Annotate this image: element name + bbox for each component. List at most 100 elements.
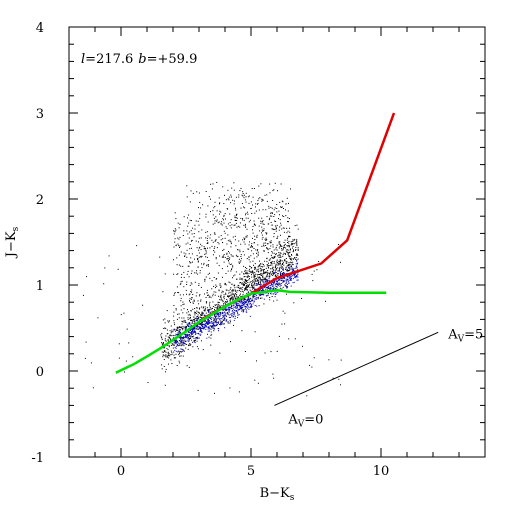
star-point xyxy=(163,347,165,349)
star-point xyxy=(164,355,166,357)
dense-star-point xyxy=(203,328,205,330)
star-point xyxy=(190,262,192,264)
dense-star-point xyxy=(182,338,184,340)
star-point xyxy=(259,277,261,278)
star-point xyxy=(188,253,190,255)
star-point xyxy=(204,319,206,321)
star-point xyxy=(175,329,177,331)
dense-star-point xyxy=(230,313,232,315)
star-point xyxy=(257,279,259,281)
dense-star-point xyxy=(289,276,291,278)
star-point xyxy=(228,252,230,254)
star-point xyxy=(279,226,281,228)
dense-star-point xyxy=(278,279,280,281)
dense-star-point xyxy=(222,316,224,318)
star-point xyxy=(201,324,203,326)
dense-star-point xyxy=(223,316,225,318)
dense-star-point xyxy=(224,318,226,320)
star-point xyxy=(179,351,181,353)
star-point xyxy=(226,289,228,291)
dense-star-point xyxy=(291,270,293,272)
star-point xyxy=(172,331,174,333)
star-point xyxy=(236,220,238,221)
star-point xyxy=(271,224,273,226)
star-point xyxy=(245,212,247,214)
star-point xyxy=(254,331,256,333)
dense-star-point xyxy=(286,270,288,272)
star-point xyxy=(302,345,303,347)
star-point xyxy=(257,298,259,300)
star-point xyxy=(182,338,184,340)
star-point xyxy=(177,292,179,293)
star-point xyxy=(257,254,259,256)
dense-star-point xyxy=(186,337,188,339)
dense-star-point xyxy=(244,303,246,305)
star-point xyxy=(222,238,224,240)
star-point xyxy=(268,259,270,261)
star-point xyxy=(209,308,211,310)
dense-star-point xyxy=(181,348,183,350)
star-point xyxy=(189,343,191,344)
star-point xyxy=(242,251,244,253)
star-point xyxy=(246,280,248,281)
star-point xyxy=(234,287,236,289)
dense-star-point xyxy=(199,323,200,325)
star-point xyxy=(261,297,263,299)
star-point xyxy=(207,221,209,223)
star-point xyxy=(199,319,201,321)
star-point xyxy=(179,283,181,285)
dense-star-point xyxy=(226,312,228,313)
dense-star-point xyxy=(281,273,283,275)
star-point xyxy=(263,245,265,247)
star-point xyxy=(191,247,192,249)
x-tick-label: 0 xyxy=(117,464,125,479)
dense-star-point xyxy=(187,335,189,337)
star-point xyxy=(200,314,202,316)
star-point xyxy=(294,238,296,240)
dense-star-point xyxy=(200,323,202,325)
star-point xyxy=(288,264,290,265)
star-point xyxy=(288,245,290,247)
star-point xyxy=(268,265,270,267)
star-point xyxy=(268,205,270,207)
star-point xyxy=(204,253,206,255)
star-point xyxy=(237,290,239,292)
dense-star-point xyxy=(229,317,231,318)
dense-star-point xyxy=(282,269,284,270)
star-point xyxy=(210,308,212,310)
star-point xyxy=(271,275,273,276)
star-point xyxy=(216,307,218,309)
star-point xyxy=(287,210,289,212)
star-point xyxy=(188,336,189,338)
star-point xyxy=(293,239,295,241)
dense-star-point xyxy=(183,327,185,329)
star-point xyxy=(273,249,275,251)
star-point xyxy=(240,256,242,257)
star-point xyxy=(220,312,222,313)
star-point xyxy=(163,351,165,353)
star-point xyxy=(284,244,285,246)
dense-star-point xyxy=(195,333,197,335)
star-point xyxy=(197,328,198,330)
star-point xyxy=(288,256,290,258)
star-point xyxy=(291,262,293,264)
star-point xyxy=(261,238,263,240)
star-point xyxy=(291,242,293,244)
dense-star-point xyxy=(247,304,249,306)
star-point xyxy=(190,310,192,311)
star-point xyxy=(250,271,252,273)
star-point xyxy=(167,349,169,351)
star-point xyxy=(211,288,213,290)
dense-star-point xyxy=(188,331,190,333)
dense-star-point xyxy=(285,282,287,284)
star-point xyxy=(178,264,180,266)
star-point xyxy=(290,244,292,246)
star-point xyxy=(187,334,189,336)
dense-star-point xyxy=(184,342,185,344)
star-point xyxy=(282,253,284,255)
star-point xyxy=(168,346,170,348)
star-point xyxy=(245,267,246,268)
star-point xyxy=(209,277,211,279)
star-point xyxy=(261,280,263,282)
star-point xyxy=(236,214,237,216)
